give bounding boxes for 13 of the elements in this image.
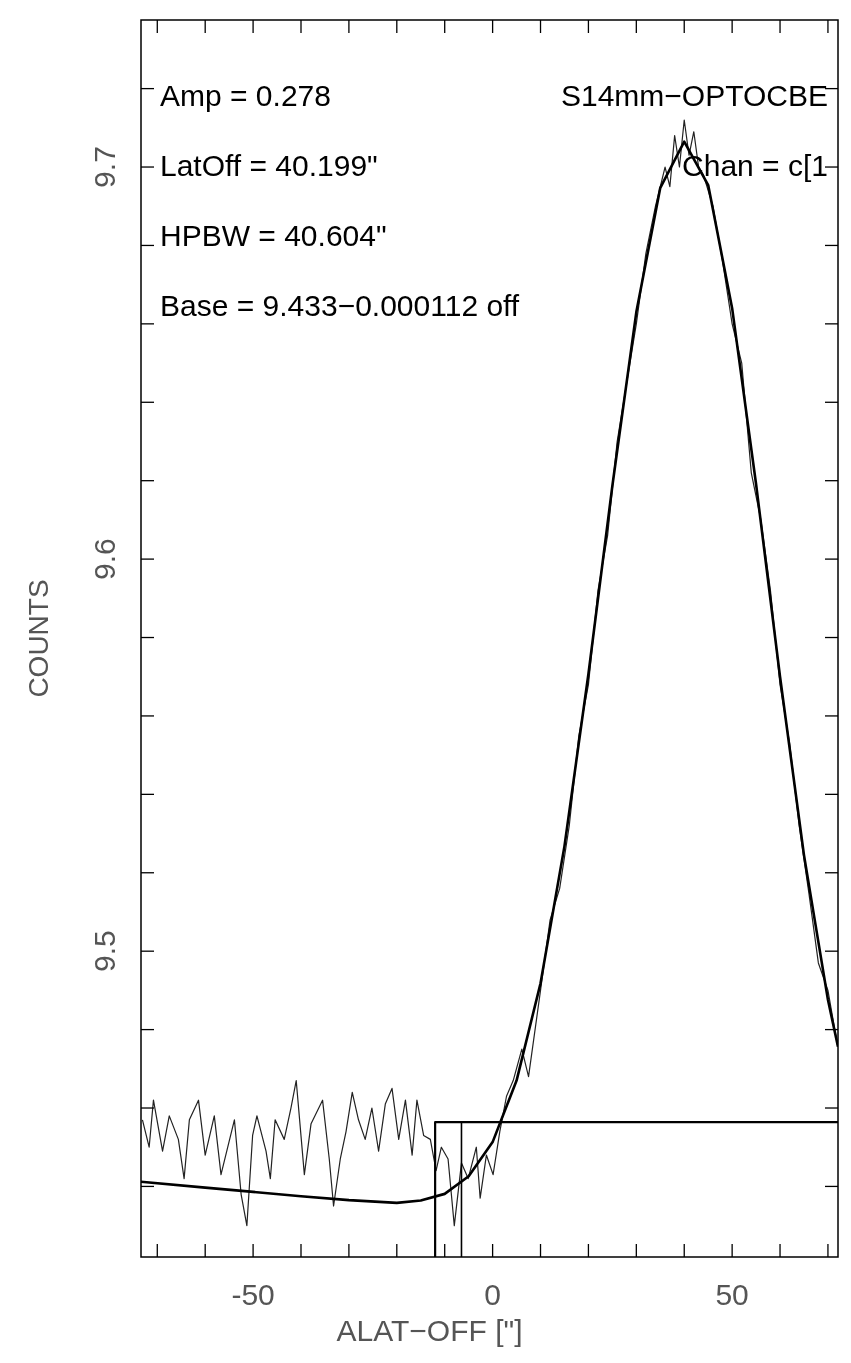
annotation: LatOff = 40.199"	[160, 149, 378, 182]
x-tick-label: 0	[484, 1278, 501, 1311]
x-tick-label: 50	[715, 1278, 749, 1311]
y-tick-label: 9.7	[88, 146, 121, 188]
y-axis-title: COUNTS	[23, 579, 54, 698]
annotation: HPBW = 40.604"	[160, 219, 387, 252]
annotation: Base = 9.433−0.000112 off	[160, 289, 520, 322]
y-tick-label: 9.6	[88, 538, 121, 580]
y-tick-label: 9.5	[88, 930, 121, 973]
annotation: S14mm−OPTOCBE	[560, 79, 828, 112]
x-axis-title: ALAT−OFF ["]	[336, 1314, 523, 1347]
annotation: Amp = 0.278	[160, 79, 331, 112]
x-tick-label: -50	[231, 1278, 275, 1311]
